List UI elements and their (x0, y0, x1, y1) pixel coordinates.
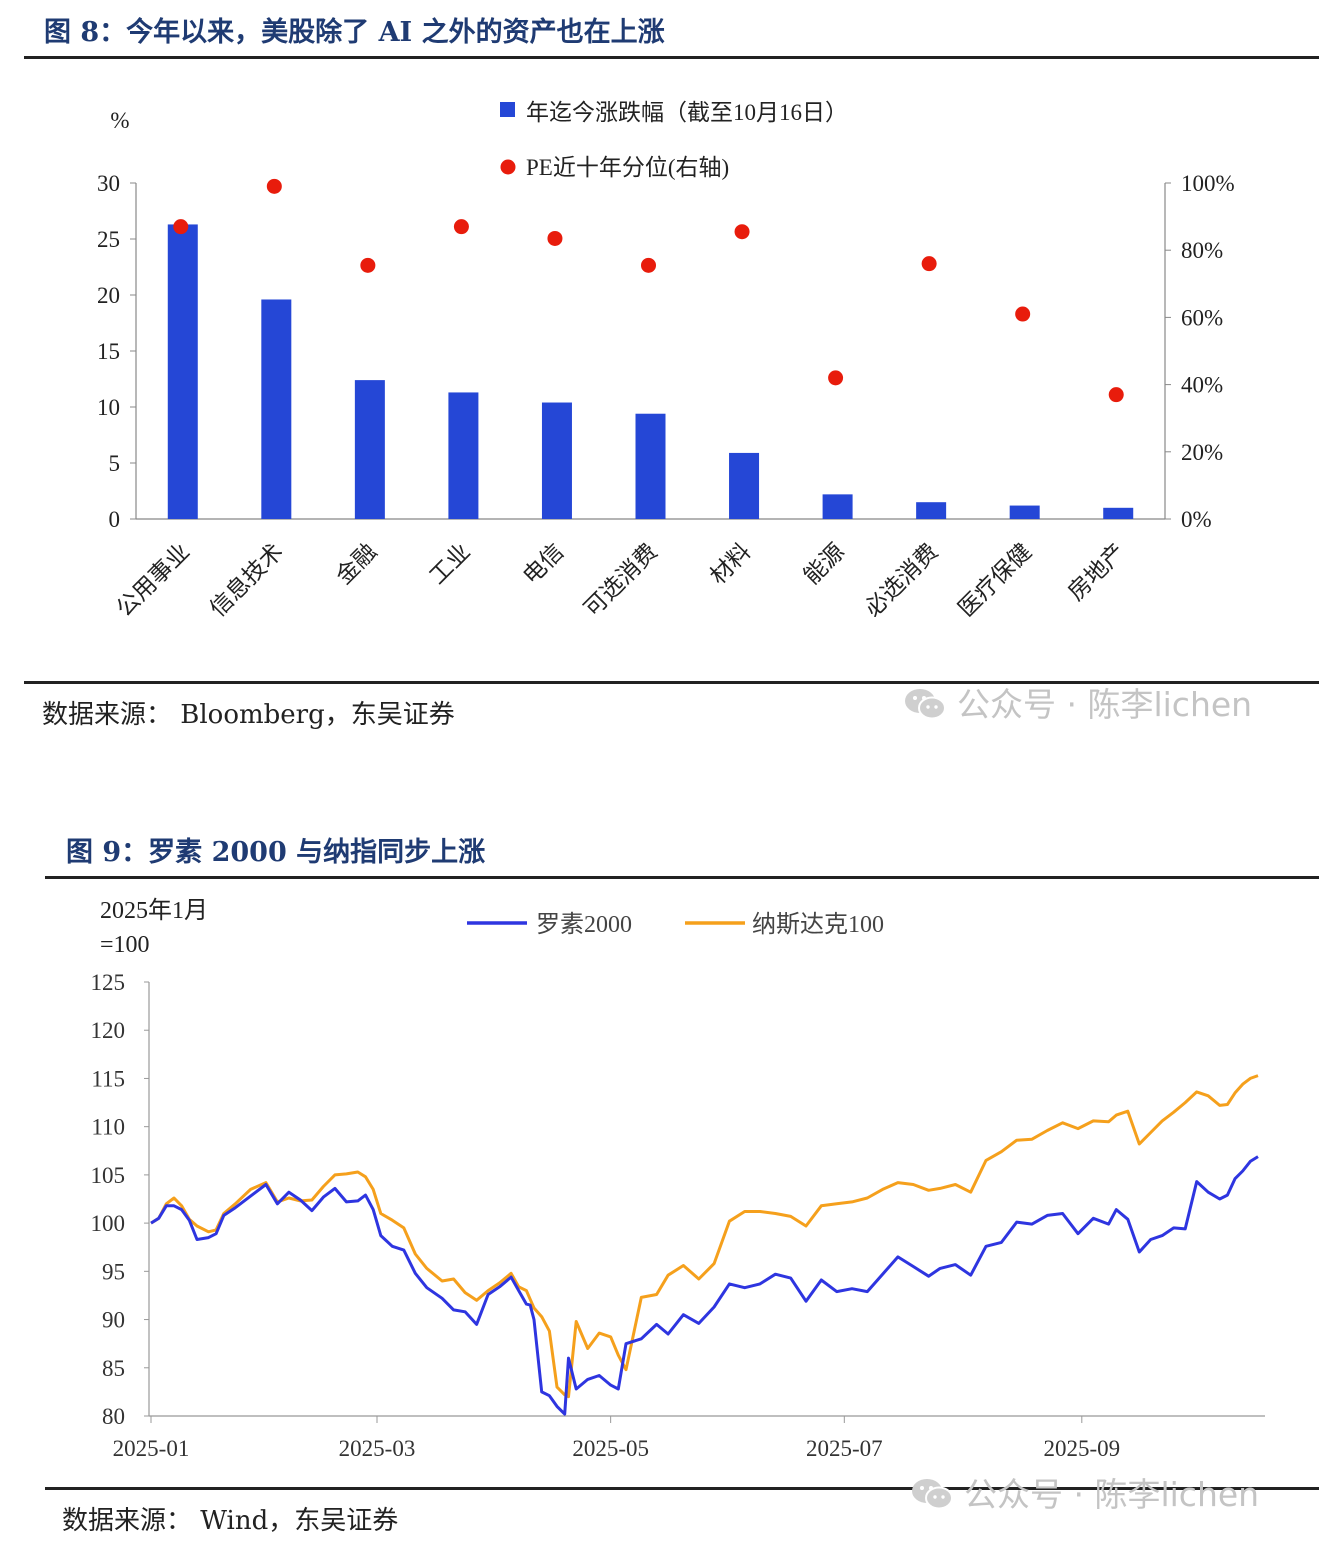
y2-tick-label: 0% (1181, 507, 1212, 532)
chart9-lines (150, 1074, 1259, 1416)
bar (1103, 507, 1134, 519)
category-label: 材料 (705, 539, 755, 589)
x-tick-label: 2025-05 (572, 1436, 649, 1461)
category-label: 电信 (518, 539, 568, 589)
y-tick-label: 95 (102, 1259, 125, 1284)
y-tick-label: 125 (91, 970, 126, 995)
figure8-title: 图 8：今年以来，美股除了 AI 之外的资产也在上涨 (44, 17, 665, 48)
y-tick-label: 5 (109, 451, 121, 476)
pe-dot (266, 178, 282, 194)
bar (541, 402, 572, 519)
pe-dot (921, 256, 937, 272)
category-label: 工业 (425, 539, 475, 589)
y2-tick-label: 80% (1181, 238, 1223, 263)
category-label: 公用事业 (112, 539, 195, 622)
russell2000-line (150, 1155, 1259, 1416)
figure9-watermark-text: 公众号 · 陈李lichen (964, 1475, 1260, 1514)
x-tick-label: 2025-07 (806, 1436, 883, 1461)
y-axis-label: 2025年1月 (100, 897, 208, 924)
y2-tick-label: 20% (1181, 440, 1223, 465)
pe-dot (547, 230, 563, 246)
figure8-source: 数据来源： Bloomberg，东吴证券 (42, 700, 455, 730)
y-tick-label: 115 (91, 1066, 125, 1091)
y2-tick-label: 100% (1181, 171, 1235, 196)
bar (822, 494, 853, 519)
figure9-top-rule (45, 876, 1319, 879)
x-tick-label: 2025-01 (113, 1436, 190, 1461)
pe-dot (1015, 306, 1031, 322)
category-label: 房地产 (1063, 539, 1129, 605)
legend-dot-label: PE近十年分位(右轴) (526, 155, 729, 180)
y-tick-label: 100 (91, 1211, 126, 1236)
chart8-legend: 年迄今涨跌幅（截至10月16日） PE近十年分位(右轴) (500, 100, 848, 180)
legend-nasdaq-label: 纳斯达克100 (752, 911, 884, 938)
category-label: 信息技术 (205, 539, 288, 622)
y2-tick-label: 60% (1181, 305, 1223, 330)
category-label: 金融 (331, 539, 381, 589)
category-label: 医疗保健 (953, 539, 1036, 622)
figure8-bottom-rule (24, 681, 1319, 684)
figure9-bottom-rule (45, 1487, 1319, 1490)
pe-dot (360, 257, 376, 273)
chart9-axes: 80 85 90 95 100 105 110 115 120 125 2025-01 2025-03… (91, 897, 1265, 1461)
x-tick-label: 2025-03 (339, 1436, 416, 1461)
y-tick-label: 110 (91, 1115, 125, 1140)
y-tick-label: 90 (102, 1308, 125, 1333)
bar (448, 392, 479, 519)
legend-bar-swatch (500, 102, 515, 117)
y-tick-label: 80 (102, 1404, 125, 1429)
legend-bar-label: 年迄今涨跌幅（截至10月16日） (526, 100, 848, 125)
figure8-top-rule (24, 56, 1319, 59)
chart9-legend: 罗素2000 纳斯达克100 (467, 911, 884, 938)
pe-dot (173, 219, 189, 235)
chart8-bars (167, 224, 1134, 519)
wechat-icon (905, 689, 946, 720)
bar (729, 452, 760, 519)
legend-russell-label: 罗素2000 (536, 911, 632, 938)
line-chart: 80 85 90 95 100 105 110 115 120 125 2025-01 2025-03… (91, 897, 1265, 1461)
figure8-watermark-text: 公众号 · 陈李lichen (957, 685, 1253, 724)
y-tick-label: 10 (97, 395, 120, 420)
figure8-watermark: 公众号 · 陈李lichen (903, 678, 1252, 726)
y-tick-label: 15 (97, 339, 120, 364)
bar-scatter-chart: 0 5 10 15 20 25 30 0% 20% 40% 60% 80% 100%% 公用事业 信息技术… (97, 100, 1235, 622)
pe-dot (641, 257, 656, 273)
x-tick-label: 2025-09 (1043, 1436, 1120, 1461)
bar (167, 224, 198, 519)
y2-tick-label: 40% (1181, 373, 1223, 398)
category-label: 能源 (799, 539, 849, 589)
chart8-labels: 公用事业 信息技术 金融 工业 电信 可选消费 材料 能源 必选消费 医疗保健 房地产 (112, 539, 1130, 622)
figure9-watermark: 公众号 · 陈李lichen (910, 1468, 1259, 1516)
figure9-source: 数据来源： Wind，东吴证券 (62, 1506, 399, 1536)
pe-dot (734, 224, 750, 240)
y-tick-label: 0 (109, 507, 121, 532)
chart8-axes: 0 5 10 15 20 25 30 0% 20% 40% 60% 80% 100%% (97, 108, 1235, 532)
y-tick-label: 105 (91, 1163, 126, 1188)
category-label: 必选消费 (860, 539, 943, 622)
pe-dot (828, 370, 844, 386)
wechat-icon (912, 1479, 953, 1510)
bar (1009, 505, 1040, 519)
pe-dot (1108, 387, 1124, 403)
bar (354, 380, 385, 519)
figure9-title: 图 9：罗素 2000 与纳指同步上涨 (66, 837, 486, 868)
y-tick-label: 120 (91, 1018, 126, 1043)
bar (916, 502, 947, 519)
pe-dot (453, 219, 469, 235)
y-axis-unit: % (110, 108, 129, 133)
category-label: 可选消费 (579, 539, 662, 622)
chart8-dots (173, 178, 1124, 403)
y-tick-label: 25 (97, 227, 120, 252)
y-tick-label: 30 (97, 171, 120, 196)
legend-dot-swatch (500, 159, 516, 175)
y-tick-label: 20 (97, 283, 120, 308)
y-tick-label: 85 (102, 1356, 125, 1381)
bar (261, 299, 292, 519)
nasdaq100-line (150, 1074, 1259, 1399)
y-axis-label: =100 (100, 932, 150, 958)
bar (635, 413, 666, 519)
